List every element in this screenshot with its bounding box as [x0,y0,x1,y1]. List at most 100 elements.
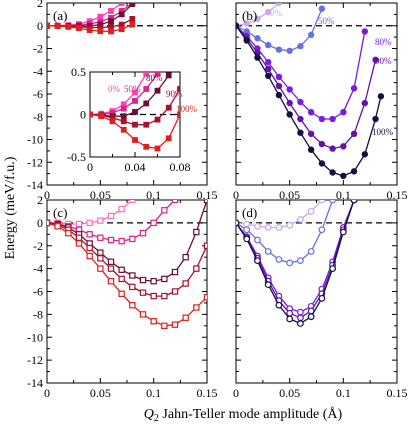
panel-d-data-point [275,224,283,231]
panel-b-data-point [286,86,293,93]
panel-d-label: (d) [242,205,257,220]
panel-c-data-point [97,234,104,241]
panel-d-data-point [243,235,251,243]
panel-a-inset-data-point [90,111,93,118]
panel-a-inset-data-point [132,121,138,128]
panel-a-inset-data-point [143,121,150,128]
panel-c-data-point [107,278,115,285]
panel-c-data-point [107,212,115,220]
panel-b-data-point [265,41,272,49]
panel-c-data-point [65,229,72,237]
panel-a-x-tick-label: 0 [44,188,50,202]
panel-a-x-tick-label: 0.1 [146,188,161,202]
panel-c-series-0 [47,200,136,228]
panel-a-inset-data-point [120,126,127,133]
panel-d-data-point [286,309,294,317]
panel-a: 0 0.05 0.1 0.15 -14 -12 -10 -8 -6 -4 -2 0 2 (a) 0 0.04 0… [27,0,218,202]
panel-a-data-point [129,21,136,28]
panel-c-data-point [150,219,157,227]
panel-d-data-point [264,248,272,255]
panel-a-data-point [108,28,114,35]
panel-a-inset-series-label: 90% [166,89,183,99]
panel-a-data-point [97,13,104,20]
panel-b-data-point [275,82,283,90]
panel-c-data-point [139,276,147,284]
panel-a-inset-series-4 [90,111,180,152]
panel-b-data-point [329,169,336,176]
panel-c-data-point [161,292,168,300]
panel-b-data-point [361,28,368,35]
panel-a-data-point [76,25,82,32]
panel-c-data-point [171,200,179,204]
panel-a-x-tick-label: 0.15 [197,188,218,202]
panel-b-data-point [254,15,261,23]
panel-d-data-point [254,222,261,230]
panel-c-data-point [182,280,189,287]
panel-c-data-point [150,292,157,300]
panel-b-data-point [265,65,272,73]
panel-d-x-tick-label: 0.15 [387,386,408,400]
panel-a-inset-data-point [143,143,150,150]
panel-b-series-label: 0% [270,8,283,18]
panel-c-data-point [182,314,189,322]
panel-b-data-point [350,168,358,175]
panel-b-data-point [286,111,293,118]
panel-b-data-point [286,99,293,107]
panel-d-data-point [275,256,283,263]
panel-b-x-tick-label: 0 [233,188,239,202]
panel-a-inset-y-tick-label: 0 [80,108,86,122]
panel-d-series-4 [236,200,358,327]
panel-b-data-point [340,172,347,180]
panel-c-data-point [161,322,168,330]
panel-c-data-point [107,258,115,265]
panel-c-data-point [171,321,179,328]
panel-b-data-point [275,46,283,53]
panel-d-series-line [236,200,355,319]
panel-c-data-point [118,290,125,297]
panel-b-data-point [243,20,250,27]
panel-d-x-tick-label: 0 [233,386,239,400]
panel-b-data-point [318,5,326,12]
panel-b-plot-area [236,3,397,180]
panel-a-inset-data-point [165,72,172,79]
panel-c-data-point [118,205,125,213]
panel-b-series-label: 80% [375,37,392,47]
panel-d-data-point [264,281,272,289]
panel-a-y-tick-label: 2 [37,0,43,10]
panel-b-data-point [350,130,358,138]
panel-a-y-tick-label: -8 [33,110,43,124]
panel-d-data-point [297,257,304,265]
panel-c-data-point [203,294,207,301]
panel-d: 0 0.05 0.1 0.15 (d) [233,199,408,400]
panel-b-data-point [236,22,240,29]
panel-b-data-point [275,73,283,81]
panel-c-data-point [86,231,93,238]
panel-c-data-point [129,235,136,243]
panel-a-y-tick-label: -4 [33,64,43,78]
panel-a-data-point [47,22,50,29]
panel-a-inset-y-tick-label: -0.5 [67,150,86,164]
panel-a-inset-plot-area [90,72,180,152]
panel-b-data-point [275,91,283,99]
panel-a-y-tick-label: -2 [33,42,43,56]
panel-a-data-point [118,3,125,6]
x-axis-label-subscript: 2 [154,413,159,424]
panel-c-y-tick-label: -4 [33,262,43,276]
panel-a-data-point [86,27,93,33]
panel-a-inset-series-label: 100% [176,104,198,114]
panel-c-data-point [139,229,147,237]
panel-a-inset-data-point [120,118,127,125]
panel-c-data-point [193,304,200,311]
panel-b-data-point [307,108,315,116]
panel-b-data-point [265,58,272,66]
panel-d-data-point [297,320,304,327]
x-axis-label: Q2 Jahn-Teller mode amplitude (Å) [144,406,343,424]
panel-d-data-point [254,236,261,244]
panel-c-data-point [75,220,83,228]
panel-b-series-4 [236,22,385,180]
panel-c-x-tick-label: 0.15 [197,386,218,400]
panel-d-data-point [350,200,358,204]
panel-a-inset-data-point [154,72,161,77]
panel-a-inset-x-tick-label: 0.08 [170,160,191,174]
